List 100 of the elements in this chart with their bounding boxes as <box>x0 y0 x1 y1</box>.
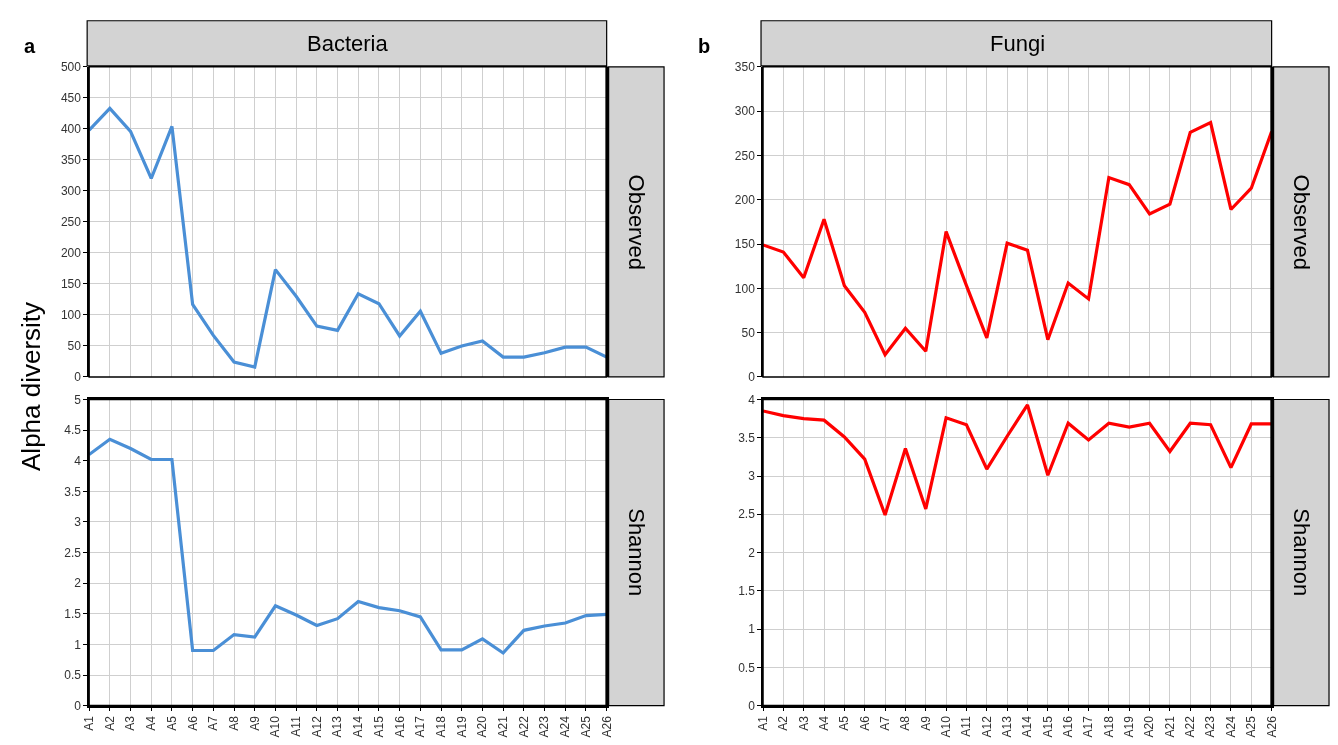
x-tick-label: A2 <box>776 715 791 731</box>
x-tick-label: A1 <box>82 715 97 731</box>
y-tick-label: 150 <box>60 277 82 292</box>
text: Observed <box>624 174 650 270</box>
y-tick-label: 1.5 <box>64 606 82 621</box>
y-tick-label: 250 <box>734 148 756 163</box>
x-tick-label: A17 <box>413 715 428 738</box>
y-tick-label: 0 <box>74 698 82 713</box>
x-tick-label: A10 <box>939 715 954 738</box>
y-tick-label: 4.5 <box>64 423 82 438</box>
x-tick-label: A26 <box>599 715 614 738</box>
y-tick-label: 0.5 <box>738 660 756 675</box>
text: Observed <box>1289 174 1315 270</box>
chart-title: Fungi <box>990 31 1046 56</box>
y-tick-label: 50 <box>67 339 82 354</box>
line-series <box>763 403 1272 517</box>
x-tick-label: A13 <box>1000 715 1015 738</box>
x-tick-label: A4 <box>144 715 159 731</box>
y-tick-label: 3 <box>748 469 756 484</box>
y-tick-label: 300 <box>734 104 756 119</box>
y-tick-label: 2 <box>748 545 756 560</box>
x-tick-label: A15 <box>1040 715 1055 738</box>
y-tick-label: 350 <box>60 153 82 168</box>
y-tick-label: 1 <box>748 622 756 637</box>
x-tick-label: A8 <box>226 715 241 731</box>
x-tick-label: A20 <box>1142 715 1157 738</box>
x-tick-label: A16 <box>1061 715 1076 738</box>
x-tick-label: A25 <box>578 715 593 738</box>
y-tick-label: 500 <box>60 60 82 75</box>
y-tick-label: 400 <box>60 122 82 137</box>
x-tick-label: A23 <box>537 715 552 738</box>
x-tick-label: A21 <box>1162 715 1177 738</box>
x-tick-label: A12 <box>309 715 324 738</box>
y-tick-label: 4 <box>74 453 82 468</box>
x-tick-label: A22 <box>1183 715 1198 738</box>
x-tick-label: A9 <box>247 715 262 731</box>
y-tick-label: 200 <box>60 246 82 261</box>
y-tick-label: 1.5 <box>738 584 756 599</box>
x-tick-label: A26 <box>1264 715 1279 738</box>
x-tick-label: A24 <box>558 715 573 738</box>
x-tick-label: A14 <box>1020 715 1035 738</box>
y-tick-label: 250 <box>60 215 82 230</box>
x-tick-label: A16 <box>392 715 407 738</box>
x-tick-label: A5 <box>164 715 179 731</box>
x-tick-label: A7 <box>206 715 221 731</box>
x-tick-label: A19 <box>1122 715 1137 738</box>
y-tick-label: 2 <box>74 576 82 591</box>
x-tick-label: A13 <box>330 715 345 738</box>
y-axis-title: Alpha diversity <box>15 301 46 471</box>
x-tick-label: A6 <box>857 715 872 731</box>
x-tick-label: A20 <box>475 715 490 738</box>
y-tick-label: 150 <box>734 237 756 252</box>
x-tick-label: A6 <box>185 715 200 731</box>
x-tick-label: A22 <box>516 715 531 738</box>
y-tick-label: 200 <box>734 192 756 207</box>
x-tick-label: A18 <box>1101 715 1116 738</box>
y-tick-label: 2.5 <box>64 545 82 560</box>
x-tick-label: A4 <box>816 715 831 731</box>
x-tick-label: A24 <box>1223 715 1238 738</box>
y-tick-label: 100 <box>734 281 756 296</box>
text: Shannon <box>1288 508 1314 597</box>
x-tick-label: A15 <box>371 715 386 738</box>
line-series <box>763 121 1272 357</box>
x-tick-label: A19 <box>454 715 469 738</box>
x-tick-label: A12 <box>979 715 994 738</box>
x-tick-label: A9 <box>918 715 933 731</box>
x-tick-label: A25 <box>1244 715 1259 738</box>
x-tick-label: A3 <box>123 715 138 731</box>
chart-title: Bacteria <box>307 31 389 56</box>
text: b <box>698 35 711 57</box>
x-tick-label: A8 <box>898 715 913 731</box>
y-tick-label: 0 <box>74 370 82 385</box>
x-tick-label: A11 <box>289 715 304 737</box>
y-tick-label: 3.5 <box>64 484 82 499</box>
y-tick-label: 50 <box>741 325 756 340</box>
x-tick-label: A14 <box>351 715 366 738</box>
x-tick-label: A3 <box>796 715 811 731</box>
y-tick-label: 2.5 <box>738 507 756 522</box>
y-tick-label: 300 <box>60 184 82 199</box>
y-tick-label: 350 <box>734 60 756 75</box>
y-tick-label: 0 <box>748 698 756 713</box>
y-tick-label: 100 <box>60 308 82 323</box>
x-tick-label: A18 <box>433 715 448 738</box>
x-tick-label: A17 <box>1081 715 1096 738</box>
y-tick-label: 5 <box>74 392 82 407</box>
x-tick-label: A7 <box>877 715 892 731</box>
text: a <box>24 35 36 57</box>
y-tick-label: 3.5 <box>738 430 756 445</box>
line-series <box>89 437 607 655</box>
x-tick-label: A10 <box>268 715 283 738</box>
text: Shannon <box>623 508 649 597</box>
x-tick-label: A11 <box>959 715 974 737</box>
x-tick-label: A5 <box>837 715 852 731</box>
y-tick-label: 4 <box>748 392 756 407</box>
x-tick-label: A23 <box>1203 715 1218 738</box>
y-tick-label: 450 <box>60 91 82 106</box>
y-tick-label: 0.5 <box>64 668 82 683</box>
y-tick-label: 1 <box>74 637 82 652</box>
x-tick-label: A21 <box>496 715 511 738</box>
line-series <box>89 106 607 369</box>
